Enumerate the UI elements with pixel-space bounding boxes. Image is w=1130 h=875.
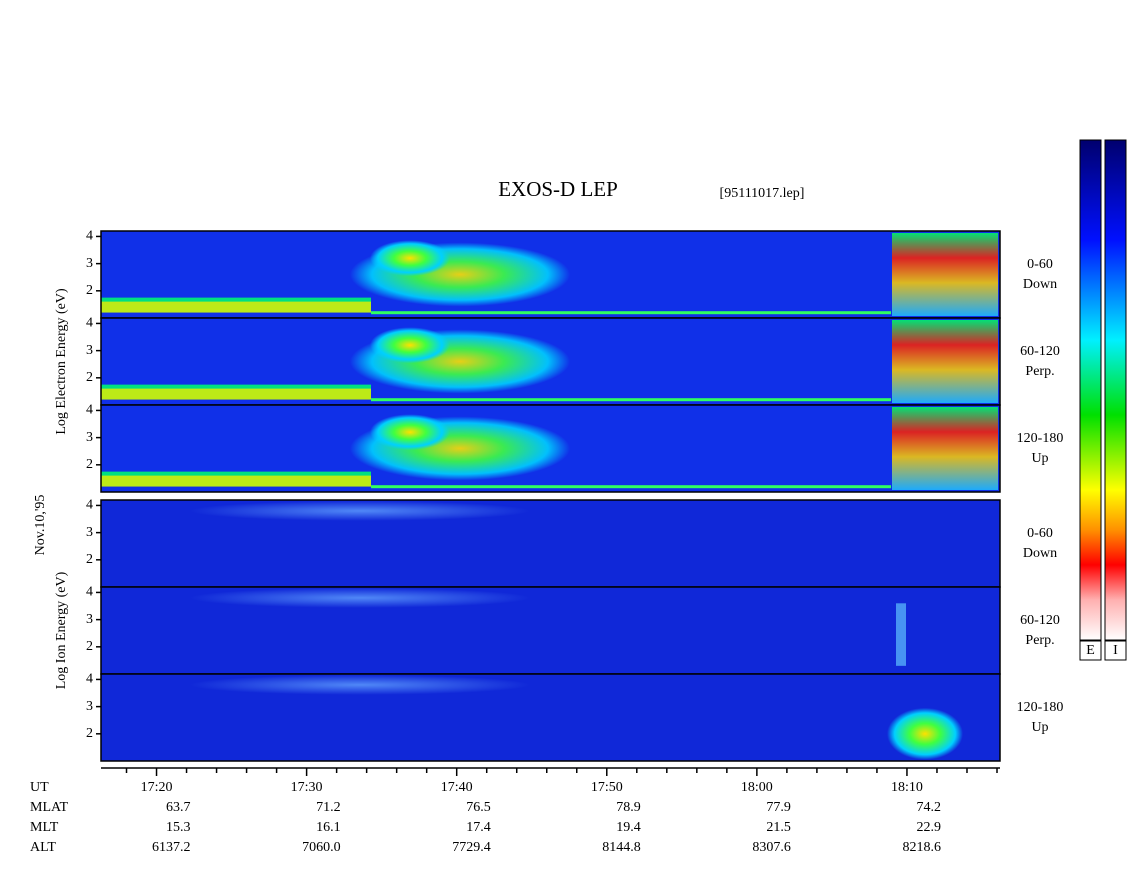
ephemeris-value: 7060.0 [302,840,341,855]
spectrogram-texture [892,320,998,403]
y-tick-label: 2 [86,639,93,654]
y-tick-label: 2 [86,552,93,567]
panel-label: Down [1023,546,1057,561]
spectrogram-texture [101,384,371,389]
panel-label: 0-60 [1027,526,1053,541]
spectrogram-texture [190,500,530,521]
x-tick-label: 18:10 [891,780,923,795]
spectrogram-texture [101,297,371,302]
x-tick-label: 17:50 [591,780,623,795]
spectrogram-texture [892,407,998,490]
ephemeris-name: ALT [30,840,56,855]
ephemeris-value: 22.9 [916,820,941,835]
spectrogram-texture [190,587,530,608]
panel-frame [100,404,1001,493]
color-bar-box [1079,640,1102,661]
y-tick-label: 2 [86,283,93,298]
x-tick-label: 17:30 [291,780,323,795]
spectrogram-texture [371,311,891,315]
color-bar [1104,139,1127,641]
date-label: Nov.10,'95 [33,495,48,556]
y-tick-label: 4 [86,672,93,687]
ephemeris-value: 6137.2 [152,840,191,855]
panel-label: 60-120 [1020,344,1060,359]
color-bar-label: E [1086,643,1095,658]
ephemeris-value: 63.7 [166,800,191,815]
x-axis-label: UT [30,780,49,795]
ephemeris-name: MLAT [30,800,69,815]
panel-label: 60-120 [1020,613,1060,628]
ephemeris-value: 76.5 [466,800,491,815]
spectrogram-texture [101,300,371,313]
ephemeris-value: 19.4 [616,820,641,835]
panel-label: Up [1031,451,1048,466]
panel-frame [100,673,1001,762]
spectrogram-texture [887,707,963,760]
y-tick-label: 4 [86,316,93,331]
panel-label: Down [1023,277,1057,292]
spectrogram-texture [190,674,530,695]
ephemeris-value: 17.4 [466,820,491,835]
y-tick-label: 3 [86,343,93,358]
y-tick-label: 2 [86,370,93,385]
color-bar-box [1104,640,1127,661]
x-tick-label: 17:20 [141,780,173,795]
panel-label: 120-180 [1017,700,1064,715]
ephemeris-value: 21.5 [766,820,791,835]
chart-title: EXOS-D LEP [498,177,618,201]
spectrogram-texture [892,233,998,316]
y-tick-label: 2 [86,726,93,741]
file-name: [95111017.lep] [720,186,805,201]
panel-label: 120-180 [1017,431,1064,446]
ephemeris-value: 74.2 [916,800,941,815]
spectrogram-texture [370,414,450,451]
ephemeris-value: 71.2 [316,800,341,815]
x-tick-label: 17:40 [441,780,473,795]
panel-label: Perp. [1025,364,1054,379]
spectrogram-texture [896,603,906,666]
ephemeris-value: 15.3 [166,820,191,835]
panel-label: 0-60 [1027,257,1053,272]
spectrogram-texture [371,398,891,402]
ephemeris-value: 8307.6 [752,840,791,855]
spectrogram-texture [101,387,371,400]
x-tick-label: 18:00 [741,780,773,795]
y-tick-label: 4 [86,585,93,600]
ephemeris-value: 8144.8 [602,840,641,855]
panel-label: Up [1031,720,1048,735]
y-tick-label: 4 [86,498,93,513]
y-tick-label: 3 [86,612,93,627]
y-tick-label: 3 [86,430,93,445]
spectrogram-texture [101,474,371,487]
color-bar [1079,139,1102,641]
spectrogram-texture [370,240,450,277]
ephemeris-value: 78.9 [616,800,641,815]
y-axis-label: Log Ion Energy (eV) [54,571,69,689]
spectrogram-texture [370,327,450,364]
y-tick-label: 4 [86,229,93,244]
color-bar-label: I [1113,643,1118,658]
ephemeris-name: MLT [30,820,59,835]
spectrogram-texture [101,471,371,476]
ephemeris-value: 8218.6 [902,840,941,855]
y-tick-label: 3 [86,256,93,271]
ephemeris-value: 77.9 [766,800,791,815]
y-tick-label: 3 [86,525,93,540]
ephemeris-value: 16.1 [316,820,341,835]
panel-label: Perp. [1025,633,1054,648]
y-tick-label: 2 [86,457,93,472]
ephemeris-value: 7729.4 [452,840,491,855]
y-tick-label: 4 [86,403,93,418]
spectrogram-texture [371,485,891,489]
y-tick-label: 3 [86,699,93,714]
y-axis-label: Log Electron Energy (eV) [54,288,69,435]
